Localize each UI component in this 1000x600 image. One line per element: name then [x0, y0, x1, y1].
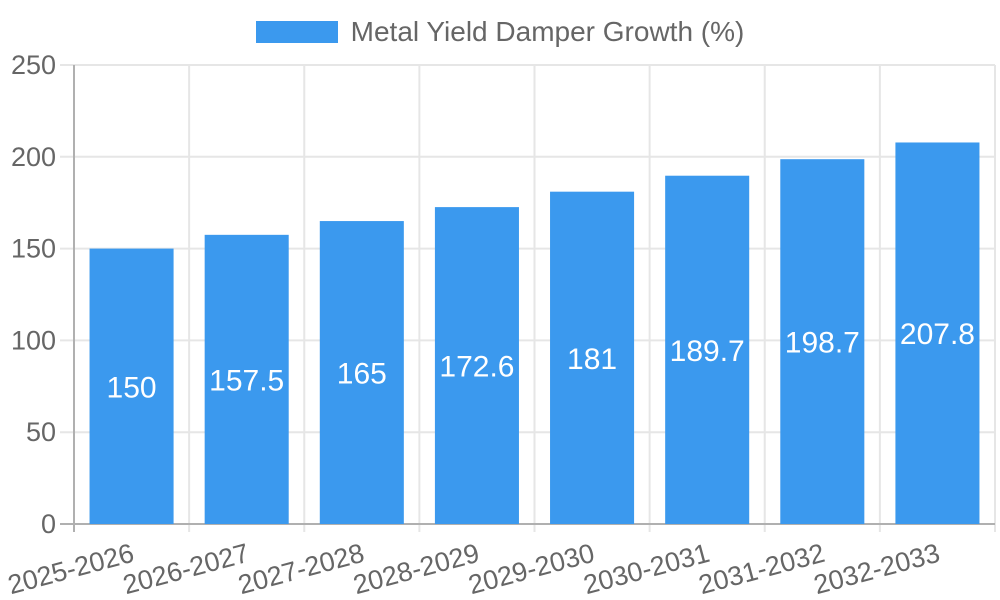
bar-value-label: 172.6 [439, 351, 514, 384]
bar-value-label: 207.8 [900, 318, 975, 351]
x-tick-label: 2032-2033 [811, 538, 943, 600]
x-tick-label: 2027-2028 [235, 538, 367, 600]
bar-value-label: 165 [337, 358, 387, 391]
x-tick-label: 2030-2031 [580, 538, 712, 600]
bar-2028-2029[interactable] [434, 207, 519, 525]
bar-2031-2032[interactable] [780, 159, 865, 524]
x-tick-label: 2029-2030 [465, 538, 597, 600]
legend-swatch [255, 21, 338, 43]
y-tick-label: 50 [26, 417, 56, 447]
bar-2027-2028[interactable] [319, 221, 404, 524]
x-tick-label: 2025-2026 [5, 538, 137, 600]
bar-value-label: 157.5 [209, 364, 284, 397]
bar-value-label: 181 [567, 343, 617, 376]
y-tick-label: 100 [11, 325, 56, 355]
y-tick-label: 150 [11, 234, 56, 264]
legend-label: Metal Yield Damper Growth (%) [350, 16, 745, 47]
bar-2030-2031[interactable] [665, 175, 750, 524]
bar-2026-2027[interactable] [204, 234, 289, 524]
bar-value-label: 150 [107, 371, 157, 404]
x-tick-label: 2031-2032 [695, 538, 827, 600]
y-tick-label: 200 [11, 142, 56, 172]
x-tick-label: 2026-2027 [120, 538, 252, 600]
bar-2029-2030[interactable] [550, 191, 635, 524]
y-tick-label: 0 [41, 509, 56, 539]
y-tick-label: 250 [11, 50, 56, 80]
x-tick-label: 2028-2029 [350, 538, 482, 600]
bar-2025-2026[interactable] [89, 248, 174, 524]
bar-value-label: 189.7 [670, 335, 745, 368]
legend[interactable]: Metal Yield Damper Growth (%) [0, 16, 1000, 47]
bar-value-label: 198.7 [785, 327, 860, 360]
bar-2032-2033[interactable] [895, 142, 980, 525]
